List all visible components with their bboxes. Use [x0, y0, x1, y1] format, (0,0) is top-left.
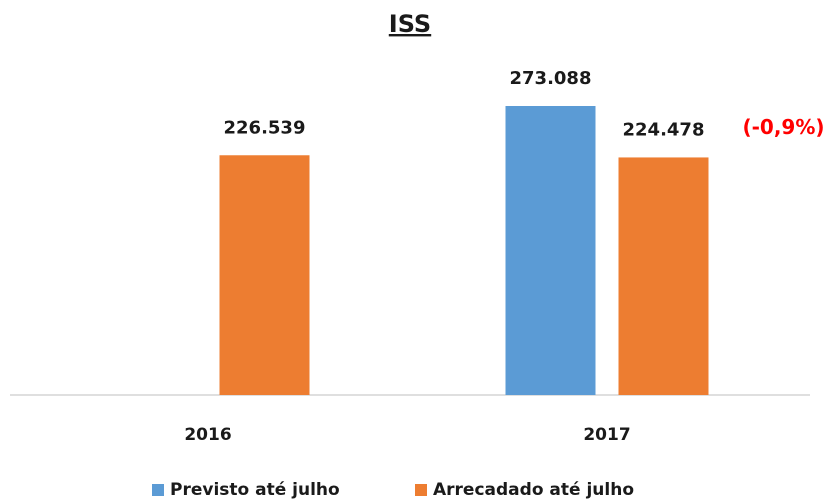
bar [219, 155, 310, 395]
value-label: 226.539 [224, 117, 306, 138]
x-tick-label: 2017 [583, 425, 630, 445]
bar [618, 157, 709, 395]
legend-label: Previsto até julho [170, 480, 340, 500]
legend-swatch [415, 484, 427, 496]
bar [505, 106, 596, 395]
x-tick-label: 2016 [184, 425, 231, 445]
value-label: 273.088 [510, 68, 592, 89]
legend-label: Arrecadado até julho [433, 480, 634, 500]
legend-swatch [152, 484, 164, 496]
annotation: (-0,9%) [742, 115, 824, 139]
value-label: 224.478 [623, 119, 705, 140]
chart-title: ISS [389, 10, 431, 38]
